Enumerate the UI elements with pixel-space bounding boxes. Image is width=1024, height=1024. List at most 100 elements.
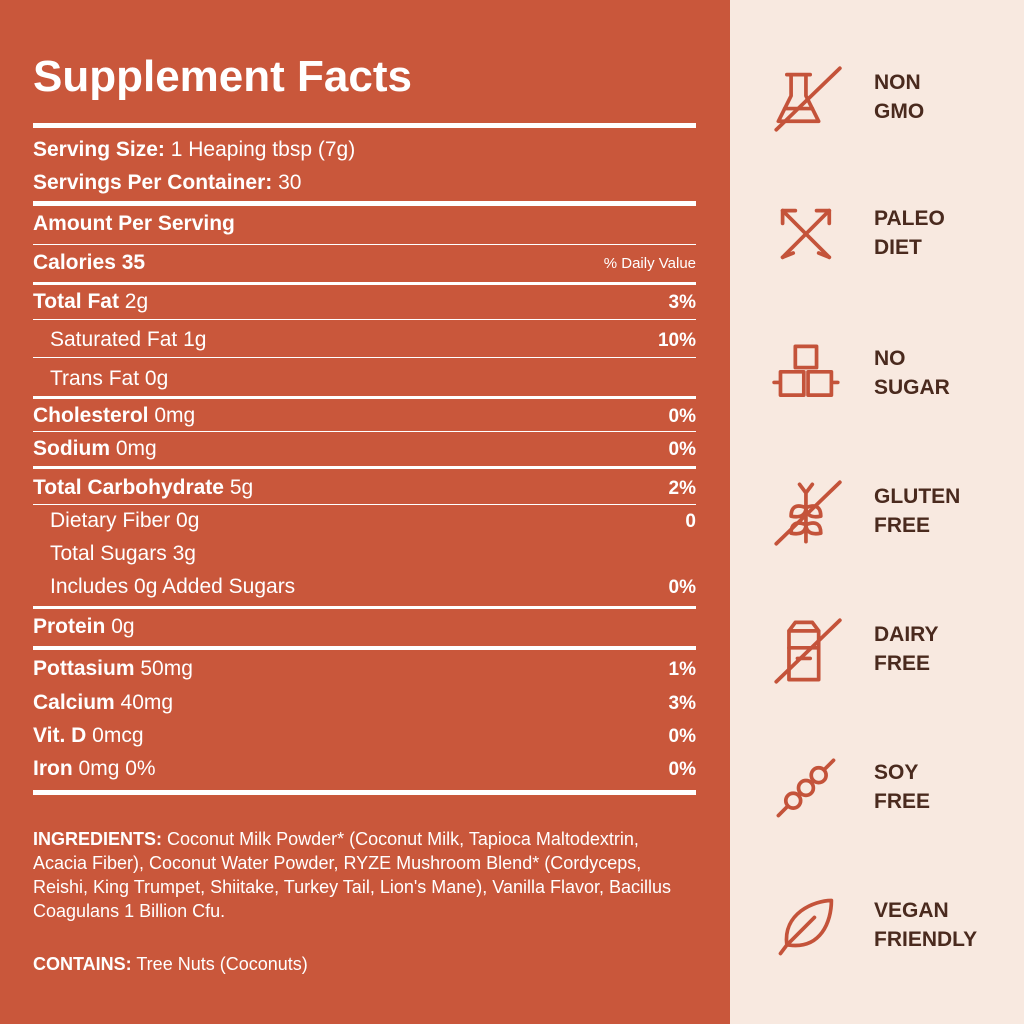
nutrient-row: Dietary Fiber 0g: [50, 509, 199, 533]
daily-value: 2%: [668, 478, 696, 499]
rule: [33, 244, 696, 245]
rule: [33, 357, 696, 358]
nutrient-name: Cholesterol: [33, 404, 149, 427]
badge-label: PALEO DIET: [874, 204, 945, 262]
nutrient-amount: 5g: [229, 476, 254, 499]
label: Servings Per Container:: [33, 171, 273, 194]
daily-value: 3%: [668, 292, 696, 313]
nutrient-name: Total Carbohydrate: [33, 476, 224, 499]
nutrient-name: Calcium: [33, 691, 115, 714]
label: CONTAINS:: [33, 954, 132, 974]
daily-value: 1%: [668, 659, 696, 680]
rule: [33, 319, 696, 320]
badge-line: NO: [874, 347, 906, 370]
calories: Calories 35: [33, 251, 146, 274]
nutrient-name: Saturated Fat: [50, 328, 178, 351]
row: Serving Size: 1 Heaping tbsp (7g): [33, 138, 355, 162]
badge-line: NON: [874, 71, 921, 94]
nutrient-name: Total Fat: [33, 290, 119, 313]
nutrient-row: Pottasium 50mg: [33, 657, 193, 681]
nutrient-row: Vit. D 0mcg: [33, 724, 144, 748]
nutrient-row: Protein 0g: [33, 615, 135, 639]
badge-label: VEGAN FRIENDLY: [874, 896, 977, 954]
badge-label: DAIRY FREE: [874, 620, 939, 678]
badge-label: SOY FREE: [874, 758, 930, 816]
nutrient-row: Sodium 0mg: [33, 437, 157, 461]
badge-label: NO SUGAR: [874, 344, 950, 402]
badge-line: SOY: [874, 761, 919, 784]
badge-line: FREE: [874, 652, 931, 675]
nutrient-row: Total Carbohydrate 5g: [33, 476, 253, 500]
nutrient-row: Saturated Fat 1g: [50, 328, 206, 352]
nutrient-row: Total Fat 2g: [33, 290, 148, 314]
nutrient-amount: 0mg 0%: [78, 757, 156, 780]
paragraph: INGREDIENTS: Coconut Milk Powder* (Cocon…: [33, 827, 693, 923]
daily-value: 10%: [657, 330, 696, 351]
nutrient-amount: 40mg: [120, 691, 174, 714]
nutrient-name: Sodium: [33, 437, 110, 460]
nutrient-name: Pottasium: [33, 657, 135, 680]
badge-icon: [774, 480, 842, 546]
nutrient-amount: 1g: [183, 328, 207, 351]
nutrient-name: Dietary Fiber: [50, 509, 171, 532]
rule: [33, 466, 696, 469]
rule: [33, 123, 696, 128]
badge-line: DIET: [874, 236, 922, 259]
nutrient-amount: 0g: [111, 615, 135, 638]
rule: [33, 431, 696, 432]
nutrient-amount: 0mg: [115, 437, 157, 460]
nutrient-amount: 0g: [176, 509, 200, 532]
daily-value: 0%: [668, 726, 696, 747]
badge-icon: [778, 898, 834, 956]
badge-line: GLUTEN: [874, 485, 961, 508]
daily-value: 0%: [668, 759, 696, 780]
badges-panel: NON GMO PALEO DIET NO SUGAR GLUTEN FREE DAIRY FRE…: [730, 0, 1024, 1024]
daily-value: 0%: [668, 439, 696, 460]
rule: [33, 201, 696, 206]
nutrient-name: Iron: [33, 757, 73, 780]
rule: [33, 396, 696, 399]
badge-icon: [780, 208, 832, 260]
nutrient-name: Trans Fat: [50, 367, 140, 390]
daily-value: 3%: [668, 693, 696, 714]
nutrient-name: Protein: [33, 615, 106, 638]
amount-header: Amount Per Serving: [33, 212, 235, 235]
nutrient-amount: 0g: [144, 367, 169, 390]
badge-icon: [776, 758, 836, 818]
daily-value: 0: [685, 511, 696, 532]
badge-line: FREE: [874, 514, 931, 537]
row: Servings Per Container: 30: [33, 171, 301, 195]
badge-line: VEGAN: [874, 899, 949, 922]
nutrient-amount: 3g: [172, 542, 196, 565]
badge-label: NON GMO: [874, 68, 924, 126]
badge-label: GLUTEN FREE: [874, 482, 960, 540]
title: Supplement Facts: [33, 52, 412, 101]
badge-line: GMO: [874, 100, 925, 123]
nutrient-name: Total Sugars: [50, 542, 167, 565]
daily-value: 0%: [668, 577, 696, 598]
text: Coconut Milk Powder* (Coconut Milk, Tapi…: [33, 829, 672, 921]
value: 30: [278, 171, 302, 194]
nutrient-row: Includes 0g Added Sugars: [50, 575, 295, 599]
nutrient-row: Cholesterol 0mg: [33, 404, 195, 428]
dv-header: % Daily Value: [603, 255, 696, 272]
badge-line: PALEO: [874, 207, 945, 230]
facts-panel: Supplement Facts Serving Size: 1 Heaping …: [0, 0, 730, 1024]
label: INGREDIENTS:: [33, 829, 163, 849]
rule: [33, 606, 696, 609]
text: Tree Nuts (Coconuts): [136, 954, 308, 974]
nutrient-amount: 50mg: [140, 657, 193, 680]
daily-value: 0%: [668, 406, 696, 427]
nutrient-name: Includes 0g Added Sugars: [50, 575, 296, 598]
badge-line: SUGAR: [874, 376, 950, 399]
badge-line: DAIRY: [874, 623, 939, 646]
paragraph: CONTAINS: Tree Nuts (Coconuts): [33, 952, 693, 976]
badge-icon: [774, 66, 842, 132]
rule: [33, 646, 696, 650]
nutrient-row: Trans Fat 0g: [50, 367, 168, 391]
nutrient-amount: 2g: [124, 290, 149, 313]
rule: [33, 282, 696, 285]
nutrient-row: Total Sugars 3g: [50, 542, 196, 566]
nutrient-amount: 0mcg: [92, 724, 144, 747]
